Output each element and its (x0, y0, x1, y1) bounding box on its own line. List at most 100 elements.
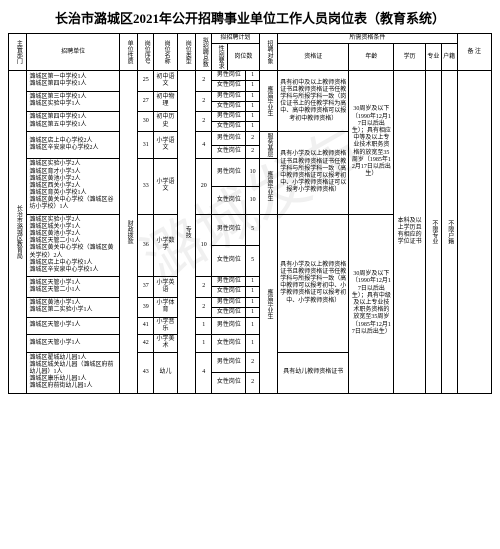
cell-total: 1 (196, 317, 212, 334)
cell-total: 20 (196, 159, 212, 214)
cell-num: 1 (246, 122, 259, 132)
cell-postname: 小学音乐 (154, 317, 178, 334)
th-pnum: 岗位数 (228, 44, 260, 71)
cell-gender: 男性岗位 (212, 159, 246, 187)
cell-total: 2 (196, 71, 212, 91)
cell-postname: 初中物理 (154, 91, 178, 111)
cell-num: 5 (246, 214, 259, 245)
th-edu: 学历 (394, 44, 426, 71)
cell-unit: 潞城区天管小学1人 (27, 335, 119, 352)
cell-posttype: 专技 (177, 71, 195, 393)
cell-edu: 本科及以上学历且有相应的学位证书 (394, 71, 426, 393)
cell-num: 5 (246, 245, 259, 276)
cell-seq: 30 (138, 111, 154, 131)
cell-unit: 潞城区天管小学1人 (27, 317, 119, 334)
cell-cert: 具有小学及以上教师资格证书且教师资格证书任教学科与所报学科一致（高中教师可以报考… (278, 214, 349, 352)
cell-postname: 小学数学 (154, 214, 178, 277)
cell-seq: 33 (138, 159, 154, 214)
cell-postname: 小学英语 (154, 277, 178, 297)
cell-target: 應届毕业生 (259, 159, 277, 214)
cell-seq: 25 (138, 71, 154, 91)
th-cert: 资格证 (278, 44, 349, 71)
cell-num: 1 (246, 287, 259, 297)
cell-cert: 具有初中及以上教师资格证书且教师资格证书任教学科与所报学科一致（岗位证书上的任教… (278, 71, 349, 132)
cell-dept: 长治市潞城区教育局 (9, 71, 27, 393)
cell-age: 30周岁及以下（1990年12月17日以后出生）；具有相应中等及以上专业技术职务… (349, 71, 394, 214)
cell-unit: 潞城区天管小学1人潞城区天管二小1人 (27, 277, 119, 297)
cell-cert: 具有幼儿教师资格证书 (278, 352, 349, 393)
cell-num: 1 (246, 71, 259, 81)
cell-note (457, 71, 491, 393)
cell-target: 應届毕业生 (259, 214, 277, 393)
page-title: 长治市潞城区2021年公开招聘事业单位工作人员岗位表（教育系统） (8, 8, 492, 27)
cell-postname: 小学美术 (154, 335, 178, 352)
cell-total: 2 (196, 91, 212, 111)
th-seq: 岗位序号 (138, 34, 154, 71)
cell-num: 1 (246, 81, 259, 91)
th-origin: 户籍 (441, 44, 457, 71)
th-postname: 岗位名称 (154, 34, 178, 71)
cell-gender: 男性岗位 (212, 71, 246, 81)
cell-total: 1 (196, 335, 212, 352)
cell-target: 服务基层 (259, 132, 277, 159)
th-cond: 所需资格条件 (278, 34, 457, 44)
cell-age: 30周岁及以下（1990年12月17日以后出生）；具有中级及以上专业技术职务资格… (349, 214, 394, 393)
cell-num: 10 (246, 186, 259, 214)
table-row: 长治市潞城区教育局潞城区第一中学校1人潞城区第四中学校1人财政拨款25初中语文专… (9, 71, 492, 81)
cell-gender: 男性岗位 (212, 214, 246, 245)
cell-num: 1 (246, 91, 259, 101)
cell-gender: 女性岗位 (212, 373, 246, 393)
cell-nature: 财政拨款 (119, 71, 137, 393)
cell-postname: 初中历史 (154, 111, 178, 131)
th-age: 年齡 (349, 44, 394, 71)
cell-postname: 小学体育 (154, 297, 178, 317)
cell-gender: 女性岗位 (212, 287, 246, 297)
cell-num: 1 (246, 317, 259, 334)
cell-gender: 男性岗位 (212, 297, 246, 307)
cell-target: 應届毕业生 (259, 71, 277, 132)
cell-num: 2 (246, 352, 259, 372)
cell-num: 1 (246, 277, 259, 287)
cell-total: 2 (196, 111, 212, 131)
cell-seq: 31 (138, 132, 154, 159)
th-dept: 主管部门 (9, 34, 27, 71)
cell-gender: 男性岗位 (212, 352, 246, 372)
cell-gender: 男性岗位 (212, 317, 246, 334)
cell-gender: 男性岗位 (212, 132, 246, 146)
cell-major: 不限专业 (425, 71, 441, 393)
cell-num: 1 (246, 297, 259, 307)
cell-unit: 潞城区黄池小学1人潞城区第二实验小学1人 (27, 297, 119, 317)
cell-gender: 男性岗位 (212, 111, 246, 121)
cell-num: 2 (246, 373, 259, 393)
cell-gender: 女性岗位 (212, 81, 246, 91)
cell-origin: 不限户籍 (441, 71, 457, 393)
cell-num: 1 (246, 307, 259, 317)
cell-postname: 幼儿 (154, 352, 178, 393)
cell-cert: 具有小学及以上教师资格证书且教师资格证书任教学科与所报学科一致（高中教师资格证可… (278, 132, 349, 214)
cell-postname: 小学语文 (154, 132, 178, 159)
th-target: 招聘对象 (259, 34, 277, 71)
cell-num: 10 (246, 159, 259, 187)
th-unit: 招聘单位 (27, 34, 119, 71)
cell-gender: 女性岗位 (212, 307, 246, 317)
cell-postname: 小学语文 (154, 159, 178, 214)
cell-num: 1 (246, 111, 259, 121)
cell-seq: 41 (138, 317, 154, 334)
th-plan: 拟招聘计划 (212, 34, 260, 44)
cell-total: 10 (196, 214, 212, 277)
cell-seq: 37 (138, 277, 154, 297)
cell-seq: 27 (138, 91, 154, 111)
th-total: 拟招聘总数 (196, 34, 212, 71)
cell-num: 2 (246, 145, 259, 159)
cell-gender: 女性岗位 (212, 122, 246, 132)
cell-postname: 初中语文 (154, 71, 178, 91)
cell-gender: 男性岗位 (212, 277, 246, 287)
th-posttype: 岗位类型 (177, 34, 195, 71)
cell-gender: 女性岗位 (212, 186, 246, 214)
cell-unit: 潞城区店上中心学校2人潞城区辛安泉中心学校2人 (27, 132, 119, 159)
cell-unit: 潞城区第一中学校1人潞城区第四中学校1人 (27, 71, 119, 91)
th-nature: 单位性质 (119, 34, 137, 71)
cell-unit: 潞城区第三中学校1人潞城区实验中学1人 (27, 91, 119, 111)
th-gender: 性别要求 (212, 44, 228, 71)
cell-seq: 36 (138, 214, 154, 277)
